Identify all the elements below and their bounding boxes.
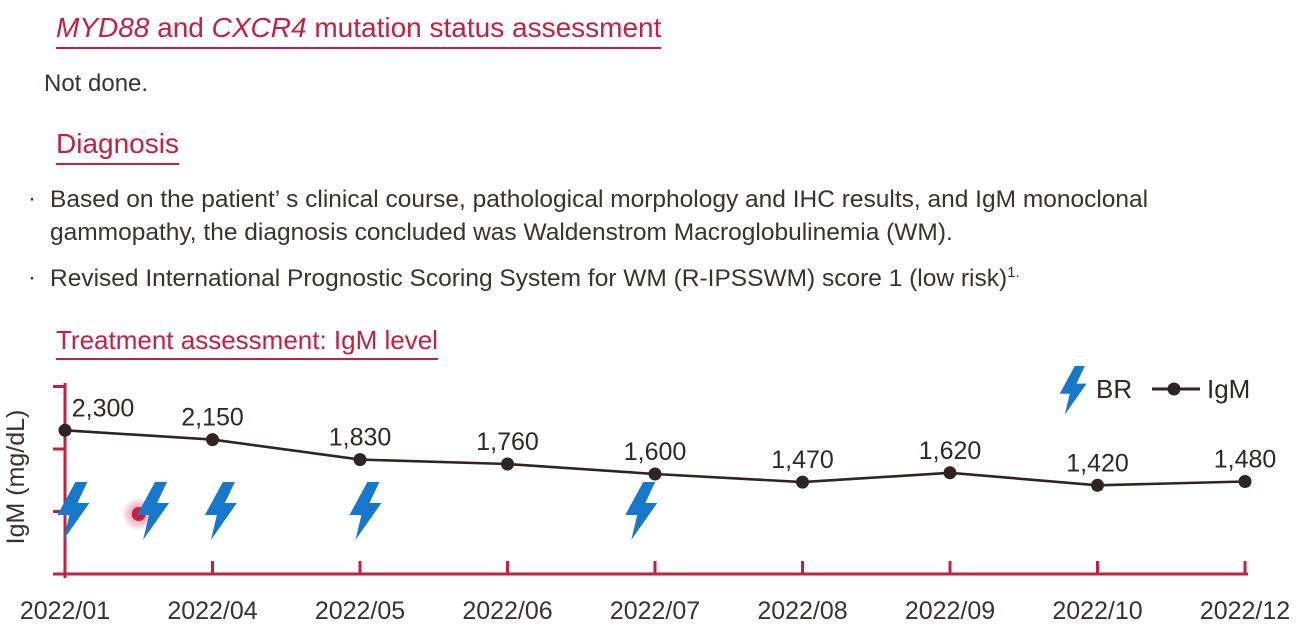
treatment-assessment-heading: Treatment assessment: IgM level [56, 326, 438, 360]
gene-myd88: MYD88 [56, 12, 150, 43]
mutation-status-heading: MYD88 and CXCR4 mutation status assessme… [56, 12, 662, 49]
treatment-bolt-icon [57, 482, 90, 540]
x-tick-label: 2022/06 [462, 597, 552, 625]
diagnosis-heading: Diagnosis [56, 128, 179, 165]
x-tick-label: 2022/04 [167, 597, 257, 625]
heading-rest: mutation status assessment [306, 12, 662, 43]
igm-point [796, 475, 809, 489]
legend-line-marker-dot [1167, 382, 1181, 396]
x-tick-label: 2022/05 [315, 597, 405, 625]
igm-point [1091, 478, 1104, 492]
reference-superscript: 1. [1007, 263, 1020, 281]
igm-point [58, 423, 72, 437]
legend-igm-label: IgM [1207, 374, 1250, 404]
diagnosis-bullet-1-text: Based on the patient’ s clinical course,… [50, 186, 1149, 246]
treatment-bolt-icon [204, 482, 237, 540]
treatment-bolt-icon [137, 482, 170, 540]
mutation-status-result: Not done. [44, 70, 149, 97]
igm-point-label: 1,760 [476, 428, 539, 456]
x-tick-label: 2022/08 [757, 597, 847, 625]
igm-point-label: 1,470 [771, 446, 834, 474]
igm-point [501, 457, 514, 471]
igm-point-label: 1,830 [329, 424, 392, 452]
diagnosis-bullet-1: · Based on the patient’ s clinical cours… [28, 183, 1290, 249]
igm-point-label: 2,300 [72, 394, 135, 422]
igm-point-label: 1,600 [624, 438, 687, 466]
heading-connector: and [149, 12, 212, 43]
x-tick-label: 2022/09 [905, 597, 995, 625]
x-tick-label: 2022/01 [20, 597, 110, 625]
x-tick-label: 2022/12 [1200, 597, 1290, 625]
igm-level-chart: 2022/01 2022/04 2022/05 2022/06 2022/07 2022/… [2, 366, 1290, 625]
treatment-bolt-icon [625, 482, 658, 540]
diagnosis-bullet-2: · Revised International Prognostic Scori… [28, 262, 1290, 295]
igm-point [1238, 475, 1252, 488]
x-tick-label: 2022/10 [1052, 597, 1142, 625]
igm-point-label: 1,420 [1066, 449, 1129, 477]
igm-point [206, 433, 219, 447]
y-axis-label: IgM (mg/dL) [2, 410, 30, 545]
x-tick-label: 2022/07 [610, 597, 700, 625]
legend: BR IgM [1059, 366, 1250, 415]
igm-point [943, 466, 957, 480]
igm-point-label: 1,480 [1214, 446, 1277, 474]
diagnosis-bullet-2-text: Revised International Prognostic Scoring… [50, 263, 1020, 292]
legend-bolt-icon [1059, 366, 1087, 415]
igm-point-label: 1,620 [919, 437, 982, 465]
gene-cxcr4: CXCR4 [211, 12, 307, 43]
igm-point-label: 2,150 [181, 404, 244, 432]
bullet-marker: · [28, 185, 36, 212]
igm-point [648, 467, 662, 481]
legend-br-label: BR [1096, 374, 1132, 404]
bullet-marker: · [28, 264, 36, 291]
treatment-bolt-icon [349, 482, 382, 540]
igm-point [353, 453, 367, 467]
